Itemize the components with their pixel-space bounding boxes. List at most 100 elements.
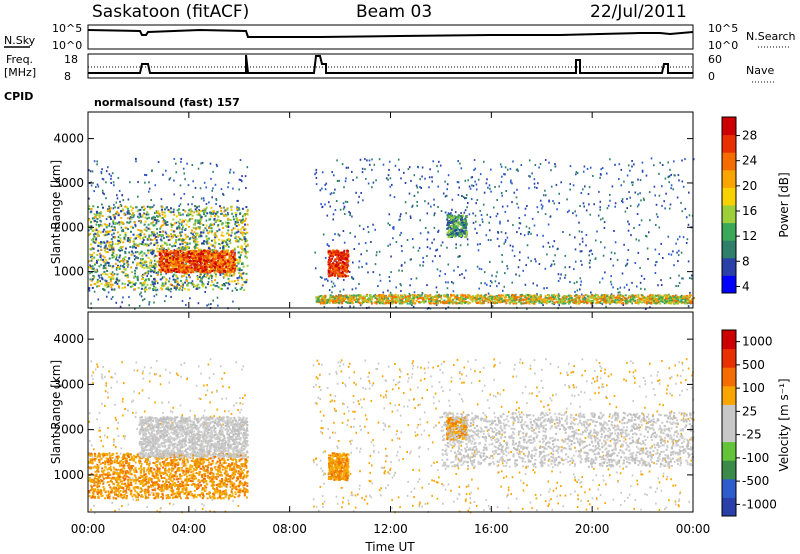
- region-cell: [239, 228, 242, 231]
- scatter-cell: [456, 295, 459, 298]
- scatter-cell: [544, 213, 547, 216]
- region-cell: [113, 255, 116, 258]
- freq-bottom-tick: 8: [64, 70, 71, 83]
- region-cell: [204, 257, 207, 260]
- scatter-cell: [570, 306, 572, 309]
- region-cell: [100, 263, 103, 266]
- scatter-cell: [685, 242, 688, 244]
- scatter-cell: [328, 245, 330, 248]
- region-cell: [153, 212, 156, 215]
- scatter-cell: [532, 282, 535, 285]
- scatter-cell: [367, 271, 369, 274]
- region-cell: [339, 253, 342, 256]
- region-cell: [346, 252, 349, 255]
- scatter-cell: [617, 291, 620, 294]
- region-cell: [161, 288, 164, 291]
- region-cell: [90, 255, 93, 258]
- region-cell: [233, 227, 236, 230]
- scatter-cell: [352, 179, 354, 182]
- region-cell: [106, 208, 109, 211]
- region-cell: [213, 233, 216, 236]
- region-cell: [158, 260, 161, 263]
- scatter-cell: [562, 231, 564, 233]
- region-cell: [210, 231, 213, 234]
- region-cell: [198, 258, 201, 261]
- region-cell: [131, 281, 134, 284]
- scatter-cell: [143, 298, 146, 301]
- region-cell: [106, 230, 108, 233]
- region-cell: [172, 264, 175, 267]
- region-cell: [161, 247, 164, 250]
- region-cell: [628, 295, 631, 298]
- region-cell: [219, 252, 221, 255]
- scatter-cell: [210, 303, 212, 306]
- region-cell: [336, 267, 339, 270]
- region-cell: [331, 268, 334, 270]
- scatter-cell: [650, 157, 653, 160]
- scatter-cell: [470, 176, 473, 179]
- region-cell: [96, 259, 98, 262]
- region-cell: [245, 245, 248, 248]
- scatter-cell: [614, 202, 617, 205]
- region-cell: [88, 207, 91, 210]
- region-cell: [427, 297, 429, 300]
- scatter-cell: [175, 171, 178, 174]
- scatter-cell: [216, 296, 219, 299]
- region-cell: [178, 212, 181, 215]
- region-cell: [238, 219, 241, 221]
- scatter-cell: [672, 250, 674, 253]
- scatter-cell: [371, 168, 373, 171]
- region-cell: [327, 271, 330, 274]
- region-cell: [226, 267, 229, 270]
- region-cell: [156, 247, 159, 250]
- scatter-cell: [547, 223, 550, 226]
- scatter-cell: [357, 201, 360, 204]
- scatter-cell: [505, 190, 507, 192]
- scatter-cell: [584, 185, 586, 188]
- scatter-cell: [178, 284, 180, 286]
- scatter-cell: [205, 186, 207, 189]
- region-cell: [228, 238, 231, 241]
- region-cell: [228, 280, 231, 283]
- region-cell: [183, 257, 186, 260]
- scatter-cell: [342, 208, 345, 211]
- region-cell: [183, 241, 186, 244]
- region-cell: [172, 211, 175, 213]
- region-cell: [118, 256, 121, 259]
- region-cell: [220, 207, 223, 209]
- region-cell: [226, 232, 228, 235]
- region-cell: [342, 272, 344, 275]
- scatter-cell: [446, 188, 448, 191]
- region-cell: [184, 227, 187, 230]
- scatter-cell: [554, 165, 556, 168]
- scatter-cell: [367, 231, 370, 234]
- region-cell: [241, 226, 244, 229]
- scatter-cell: [455, 246, 457, 249]
- region-cell: [198, 286, 201, 289]
- region-cell: [204, 208, 207, 211]
- region-cell: [88, 287, 91, 290]
- region-cell: [637, 295, 640, 298]
- region-cell: [337, 251, 340, 254]
- region-cell: [216, 211, 219, 214]
- scatter-cell: [655, 224, 657, 226]
- region-cell: [97, 281, 100, 284]
- scatter-cell: [518, 227, 520, 230]
- scatter-cell: [452, 290, 455, 293]
- region-cell: [209, 259, 212, 262]
- region-cell: [227, 252, 230, 255]
- region-cell: [104, 249, 107, 252]
- scatter-cell: [649, 306, 651, 309]
- scatter-cell: [403, 171, 405, 174]
- region-cell: [340, 255, 343, 258]
- scatter-cell: [433, 238, 435, 241]
- region-cell: [201, 252, 204, 255]
- region-cell: [124, 274, 127, 277]
- scatter-cell: [582, 202, 585, 205]
- region-cell: [117, 206, 120, 209]
- region-cell: [213, 255, 216, 258]
- scatter-cell: [438, 160, 440, 163]
- scatter-cell: [354, 235, 356, 238]
- scatter-cell: [525, 264, 527, 267]
- scatter-cell: [558, 192, 560, 195]
